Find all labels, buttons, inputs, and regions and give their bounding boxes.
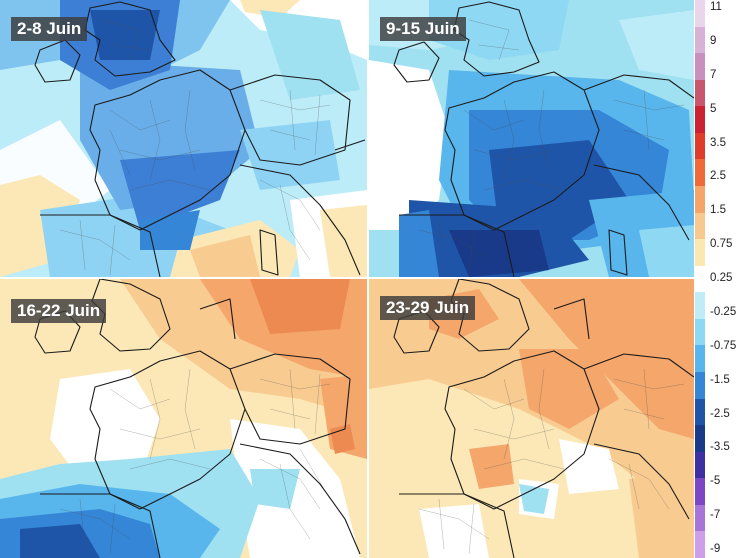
color-scale-segment [695,79,705,107]
color-scale-segment [695,345,705,373]
color-scale-segment [695,425,705,453]
color-scale-tick-label: -0.75 [710,339,737,352]
color-scale-tick-label: -2.5 [710,407,730,420]
color-scale-segment [695,265,705,293]
color-scale-tick-label: 11 [710,1,722,13]
color-scale-tick-label: -5 [710,475,721,488]
color-scale-segment [695,239,705,267]
color-scale-tick-label: -7 [710,509,721,522]
color-scale-tick-label: 3.5 [710,136,726,149]
color-scale-segment [695,159,705,187]
color-scale-segment [695,53,705,81]
color-scale-segment [695,531,705,558]
color-scale-tick-label: 7 [710,68,717,81]
color-scale-tick-label: -3.5 [710,441,730,454]
map-panel-16-22-juin: 16-22 Juin [0,279,367,558]
color-scale-segment [695,292,705,320]
color-scale-tick-label: 5 [710,102,717,115]
color-scale-segment [695,212,705,240]
color-scale-tick-label: -0.25 [710,305,737,318]
period-label: 2-8 Juin [11,17,88,41]
anomaly-map [0,279,367,558]
color-scale-tick-label: -9 [710,543,721,555]
period-label: 23-29 Juin [380,296,476,320]
color-scale-legend: 11 9 7 5 3.5 2.5 1.5 0.75 0.25 -0.25 -0.75 -1.5 -2.5… [694,0,740,558]
period-label: 9-15 Juin [380,17,466,41]
color-scale-segment [695,26,705,54]
color-scale-tick-label: -1.5 [710,373,730,386]
color-scale-segment [695,186,705,214]
color-scale-bar [695,0,705,558]
period-label: 16-22 Juin [11,299,107,323]
color-scale-segment [695,106,705,134]
color-scale-tick-label: 0.75 [710,238,733,251]
color-scale-segment [695,372,705,400]
anomaly-map [369,0,694,277]
color-scale-tick-label: 0.25 [710,272,733,284]
color-scale-segment [695,318,705,346]
color-scale-segment [695,478,705,506]
map-panel-2-8-juin: 2-8 Juin [0,0,367,277]
color-scale-segment [695,451,705,479]
map-panel-23-29-juin: 23-29 Juin [369,279,694,558]
color-scale-segment [695,0,705,28]
anomaly-map [0,0,367,277]
color-scale-tick-label: 9 [710,34,717,47]
color-scale-segment [695,132,705,160]
color-scale-tick-label: 2.5 [710,170,726,183]
anomaly-map [369,279,694,558]
map-panel-9-15-juin: 9-15 Juin [369,0,694,277]
color-scale-tick-label: 1.5 [710,204,726,217]
color-scale-segment [695,504,705,532]
color-scale-segment [695,398,705,426]
